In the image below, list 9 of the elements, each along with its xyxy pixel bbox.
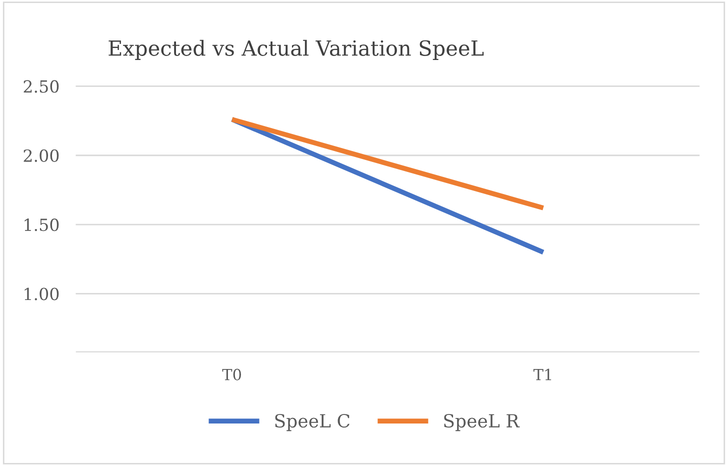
y-tick-label: 2.00 [24, 149, 59, 162]
legend-label: SpeeL R [444, 414, 520, 432]
legend-label: SpeeL C [275, 414, 350, 432]
y-tick-label: 1.50 [24, 218, 59, 232]
x-tick-label: T1 [533, 368, 552, 380]
y-tick-label: 1.00 [24, 288, 59, 300]
chart-title: Expected vs Actual Variation SpeeL [108, 40, 484, 60]
y-tick-label: 2.50 [24, 80, 59, 93]
x-tick-label: T0 [222, 368, 241, 380]
